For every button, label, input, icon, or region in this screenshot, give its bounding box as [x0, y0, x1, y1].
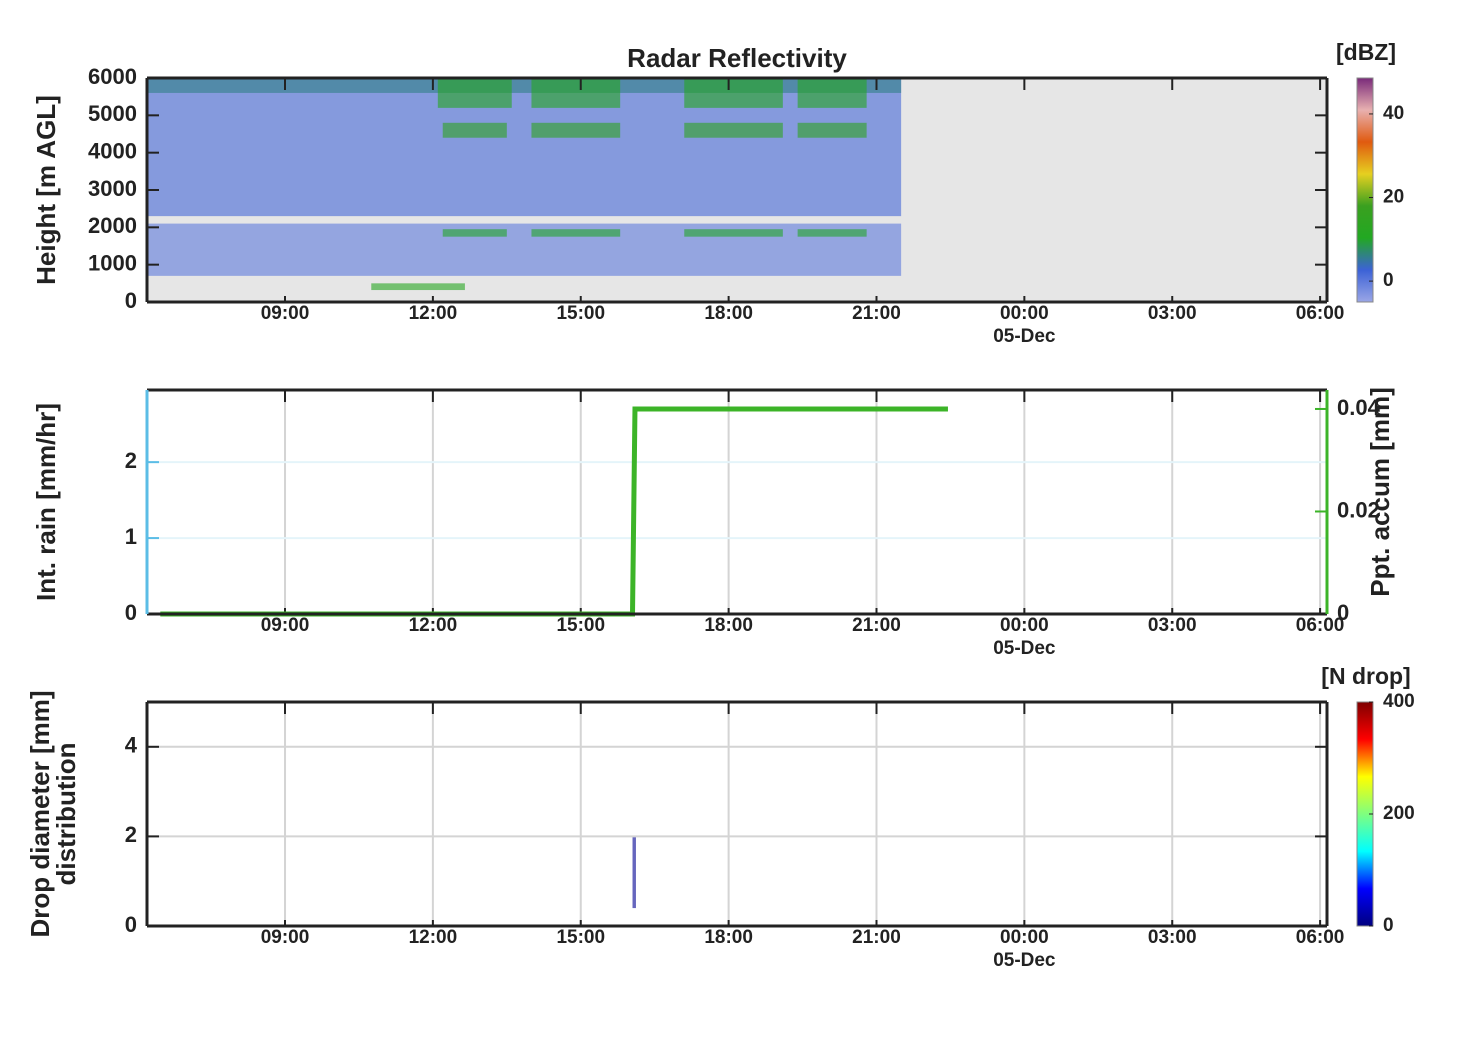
heat-cell: [797, 229, 867, 237]
heat-cell: [684, 78, 783, 108]
y-tick-label: 6000: [88, 64, 137, 89]
heat-cell: [147, 78, 902, 93]
x-tick-label: 06:00: [1296, 303, 1345, 324]
heat-cell: [442, 229, 507, 237]
x-tick-label: 09:00: [261, 615, 310, 636]
x-date-label: 05-Dec: [993, 950, 1056, 971]
x-tick-label: 09:00: [261, 927, 310, 948]
colorbar-tick-label: 40: [1383, 103, 1404, 124]
y-tick-label: 4000: [88, 138, 137, 163]
colorbar: [1356, 77, 1374, 303]
heat-cell: [632, 836, 636, 909]
y-tick-label: 3000: [88, 176, 137, 201]
x-tick-label: 00:00: [1000, 927, 1049, 948]
y-axis-label: distribution: [51, 743, 81, 886]
heat-cell: [442, 122, 507, 138]
plot-area: [147, 702, 1327, 926]
x-tick-label: 12:00: [409, 303, 458, 324]
heat-cell: [147, 223, 902, 276]
x-tick-label: 00:00: [1000, 303, 1049, 324]
y2-tick-label: 0.02: [1337, 497, 1380, 522]
x-date-label: 05-Dec: [993, 326, 1056, 347]
heat-cell: [531, 78, 621, 108]
x-tick-label: 03:00: [1148, 303, 1197, 324]
x-tick-label: 03:00: [1148, 927, 1197, 948]
x-tick-label: 18:00: [704, 615, 753, 636]
heat-cell: [684, 229, 783, 237]
x-tick-label: 21:00: [852, 615, 901, 636]
x-tick-label: 00:00: [1000, 615, 1049, 636]
y-axis-label: Drop diameter [mm]: [25, 690, 55, 937]
x-tick-label: 06:00: [1296, 927, 1345, 948]
heat-cell: [797, 122, 867, 138]
y-tick-label: 0: [125, 600, 137, 625]
colorbar-label: [dBZ]: [1336, 39, 1396, 65]
colorbar-tick-label: 400: [1383, 691, 1415, 712]
y-axis-label: Int. rain [mm/hr]: [31, 403, 61, 601]
colorbar-tick-label: 200: [1383, 803, 1415, 824]
y-tick-label: 4: [125, 733, 138, 758]
plot-area: [147, 390, 1327, 614]
heat-cell: [797, 78, 867, 108]
heat-cell: [371, 283, 465, 291]
x-tick-label: 06:00: [1296, 615, 1345, 636]
x-tick-label: 18:00: [704, 927, 753, 948]
y-tick-label: 0: [125, 912, 137, 937]
x-tick-label: 15:00: [556, 927, 605, 948]
heat-cell: [531, 122, 621, 138]
y-tick-label: 1: [125, 524, 137, 549]
colorbar-tick-label: 0: [1383, 270, 1394, 291]
x-tick-label: 12:00: [409, 615, 458, 636]
x-tick-label: 21:00: [852, 927, 901, 948]
x-date-label: 05-Dec: [993, 638, 1056, 659]
x-tick-label: 15:00: [556, 615, 605, 636]
y-tick-label: 2000: [88, 213, 137, 238]
y-tick-label: 1000: [88, 250, 137, 275]
x-tick-label: 12:00: [409, 927, 458, 948]
heat-cell: [531, 229, 621, 237]
x-tick-label: 18:00: [704, 303, 753, 324]
y2-tick-label: 0: [1337, 600, 1349, 625]
colorbar-label: [N drop]: [1321, 663, 1410, 689]
y-tick-label: 2: [125, 448, 137, 473]
x-tick-label: 15:00: [556, 303, 605, 324]
colorbar-tick-label: 20: [1383, 187, 1404, 208]
heat-cell: [147, 78, 902, 217]
y2-axis-label: Ppt. accum [mm]: [1365, 387, 1395, 597]
chart-title: Radar Reflectivity: [627, 43, 847, 73]
y-tick-label: 5000: [88, 101, 137, 126]
x-tick-label: 03:00: [1148, 615, 1197, 636]
heat-cell: [684, 122, 783, 138]
y2-tick-label: 0.04: [1337, 395, 1381, 420]
y-tick-label: 2: [125, 822, 137, 847]
x-tick-label: 21:00: [852, 303, 901, 324]
heat-cell: [437, 78, 512, 108]
colorbar-tick-label: 0: [1383, 915, 1394, 936]
x-tick-label: 09:00: [261, 303, 310, 324]
y-axis-label: Height [m AGL]: [31, 95, 61, 285]
y-tick-label: 0: [125, 288, 137, 313]
